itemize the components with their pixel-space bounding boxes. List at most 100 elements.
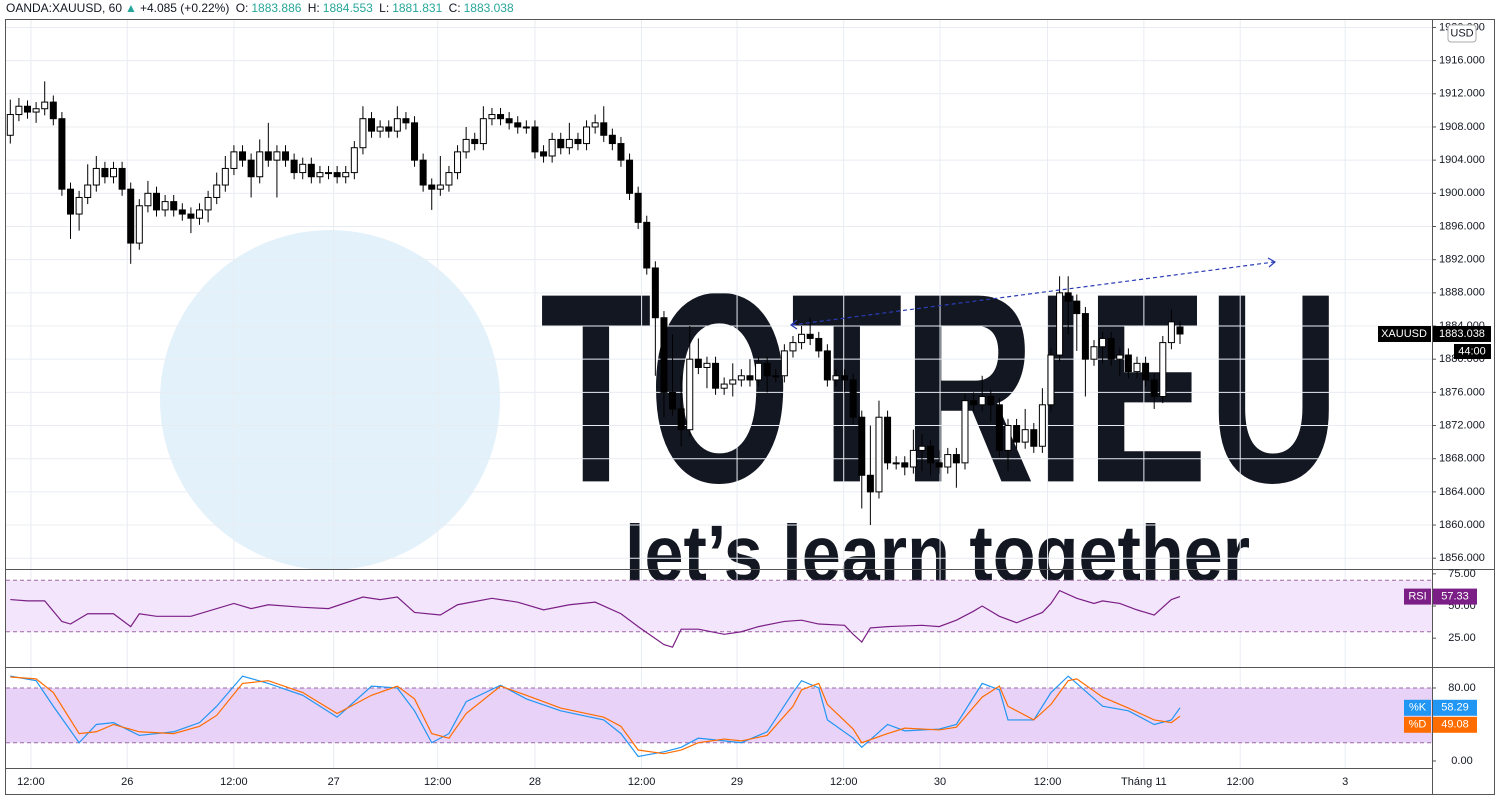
candle-body xyxy=(737,375,745,381)
candle-body xyxy=(772,375,780,378)
symbol-box xyxy=(1378,325,1431,342)
candle-body xyxy=(694,358,702,368)
candle-body xyxy=(350,147,358,174)
indicator-name-box xyxy=(1404,699,1431,716)
candle-body xyxy=(307,163,315,178)
candle-body xyxy=(970,400,978,406)
candle-body xyxy=(333,172,341,178)
candle-body xyxy=(445,172,453,186)
indicator-name-box xyxy=(1404,716,1431,733)
candle-body xyxy=(823,350,831,381)
candle-body xyxy=(118,167,126,190)
candle-body xyxy=(978,396,986,406)
candle-body xyxy=(1142,362,1150,381)
candle-body xyxy=(239,151,247,161)
candle-body xyxy=(428,184,436,190)
candle-body xyxy=(1081,313,1089,360)
x-tick-label: 12:00 xyxy=(424,776,452,788)
y-tick-label: 1916.000 xyxy=(1439,55,1485,67)
candle-body xyxy=(58,118,66,190)
candle-body xyxy=(557,138,565,149)
candle-body xyxy=(135,205,143,244)
candle-body xyxy=(187,213,195,219)
candle-body xyxy=(436,184,444,190)
candle-body xyxy=(935,462,943,468)
indicator-value-box xyxy=(1433,588,1477,605)
change: +4.085 (+0.22%) xyxy=(139,1,230,15)
candle-body xyxy=(385,126,393,132)
candle-body xyxy=(574,138,582,145)
candle-body xyxy=(1038,404,1046,447)
candle-body xyxy=(815,337,823,352)
candle-body xyxy=(505,118,513,124)
candle-body xyxy=(1004,425,1012,451)
x-tick-label: 12:00 xyxy=(1226,776,1254,788)
candle-body xyxy=(471,138,479,145)
candle-body xyxy=(479,118,487,145)
axes: 12:00 26 12:00 27 12:00 28 12:00 29 12:00 30 12:00… xyxy=(17,21,1491,788)
candle-body xyxy=(995,404,1003,451)
candle-body xyxy=(196,209,204,219)
candle-body xyxy=(325,172,333,175)
candle-body xyxy=(1090,346,1098,360)
candle-body xyxy=(583,126,591,145)
candle-body xyxy=(282,151,290,161)
candle-body xyxy=(987,396,995,406)
candle-body xyxy=(178,209,186,215)
candle-body xyxy=(376,126,384,132)
candle-body xyxy=(901,462,909,468)
candle-body xyxy=(1064,292,1072,302)
candle-body xyxy=(49,101,57,120)
symbol: OANDA:XAUUSD, 60 xyxy=(6,1,123,15)
candle-body xyxy=(712,362,720,389)
candle-body xyxy=(84,184,92,198)
candle-body xyxy=(1107,337,1115,360)
y-tick-label: 25.00 xyxy=(1448,632,1476,644)
candle-body xyxy=(1176,326,1184,335)
candle-body xyxy=(789,342,797,352)
currency-badge xyxy=(1447,24,1477,43)
candle-body xyxy=(927,445,935,464)
grid xyxy=(6,20,1432,768)
candle-body xyxy=(342,172,350,178)
x-tick-label: 12:00 xyxy=(1034,776,1062,788)
candle-body xyxy=(161,201,169,211)
candle-body xyxy=(41,101,49,110)
x-tick-label: 30 xyxy=(934,776,946,788)
indicator-value: 49.08 xyxy=(1441,719,1469,731)
candle-body xyxy=(746,375,754,381)
candle-body xyxy=(909,449,917,468)
indicator-line xyxy=(10,675,1181,758)
indicator-name: RSI xyxy=(1408,590,1426,602)
x-tick-label: 12:00 xyxy=(830,776,858,788)
candle-body xyxy=(677,408,685,431)
candle-body xyxy=(1159,342,1167,398)
low-value: 1881.831 xyxy=(392,1,443,15)
candle-body xyxy=(1056,292,1064,356)
candle-body xyxy=(591,122,599,128)
candle-body xyxy=(798,333,806,344)
candle-body xyxy=(497,114,505,120)
candle-body xyxy=(548,138,556,157)
candle-body xyxy=(359,118,367,149)
indicator-name: %D xyxy=(1409,719,1427,731)
high-label: H: xyxy=(307,1,320,15)
candle-body xyxy=(24,105,32,113)
candle-body xyxy=(875,416,883,493)
candle-body xyxy=(1073,300,1081,315)
y-tick-label: 1856.000 xyxy=(1439,552,1485,564)
candle-body xyxy=(273,151,281,161)
candle-body xyxy=(540,151,548,157)
candle-body xyxy=(256,151,264,178)
candle-body xyxy=(669,391,677,410)
candle-body xyxy=(1124,354,1132,373)
candle-body xyxy=(67,188,75,215)
candle-body xyxy=(660,317,668,393)
indicator-line xyxy=(10,676,1181,755)
candle-body xyxy=(204,196,212,211)
candle-body xyxy=(15,105,23,116)
indicator-value-box xyxy=(1433,699,1477,716)
header: OANDA:XAUUSD, 60 ▲ +4.085 (+0.22%) O: 1883.… xyxy=(6,0,517,16)
low-label: L: xyxy=(379,1,390,15)
